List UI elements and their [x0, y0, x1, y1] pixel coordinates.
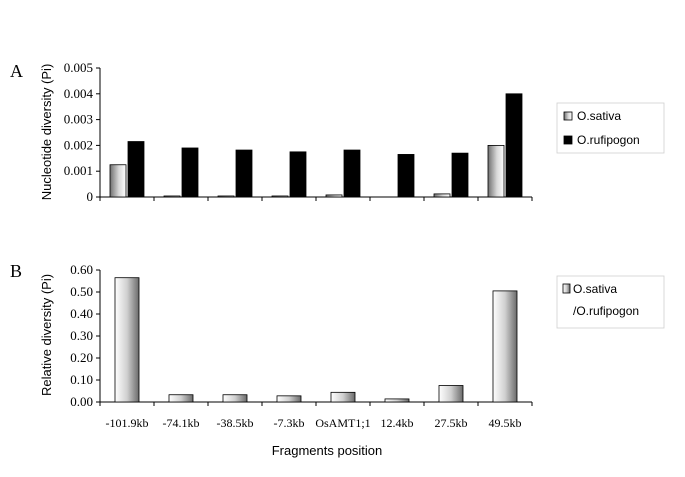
x-tick-label-27-5kb: 27.5kb [435, 416, 468, 430]
y-tick-label-b: 0.50 [70, 284, 93, 299]
x-tick-label-38-5kb: -38.5kb [217, 416, 254, 430]
bar-ratio-7-3kb [276, 395, 302, 403]
y-tick-label-a: 0.005 [64, 60, 93, 75]
x-tick-label-101-9kb: -101.9kb [106, 416, 149, 430]
bar-ratio-12-4kb [384, 398, 410, 403]
y-tick-label-b: 0.10 [70, 372, 93, 387]
bars-b [114, 277, 518, 403]
y-axis-label-b: Relative diversity (Pi) [39, 274, 54, 396]
y-tick-label-a: 0.001 [64, 163, 93, 178]
legend-swatch-o-rufipogon [563, 135, 573, 145]
legend-b: O.sativa /O.rufipogon [556, 275, 665, 329]
panel-b: B Relative diversity (Pi) 0.000.100.200.… [10, 261, 665, 458]
y-tick-label-a: 0.004 [64, 86, 94, 101]
bar-ratio-27-5kb [438, 385, 464, 403]
legend-swatch-o-sativa [563, 111, 573, 121]
y-axis-a: 0 0.001 0.002 0.003 0.004 0.005 [64, 60, 533, 204]
bar-o-rufipogon-27-5kb [451, 152, 469, 198]
legend-box-a [556, 102, 665, 154]
bar-o-sativa-101-9kb [109, 164, 127, 198]
bar-o-rufipogon-osamt1-1 [343, 149, 361, 198]
bar-o-rufipogon-49-5kb [505, 93, 523, 198]
bar-o-sativa-49-5kb [487, 144, 505, 198]
bar-o-rufipogon-38-5kb [235, 149, 253, 198]
y-tick-label-b: 0.20 [70, 350, 93, 365]
y-tick-label-a: 0.003 [64, 112, 93, 127]
x-tick-label-osamt1-1: OsAMT1;1 [315, 416, 370, 430]
bar-ratio-74-1kb [168, 394, 194, 403]
legend-label-ratio: O.sativa /O.rufipogon [573, 282, 639, 318]
panel-label-a: A [10, 61, 23, 81]
bar-ratio-osamt1-1 [330, 391, 356, 403]
bars-a [109, 93, 523, 198]
panel-label-b: B [10, 261, 22, 281]
bar-o-sativa-27-5kb [433, 193, 451, 198]
legend-label-o-rufipogon: O.rufipogon [577, 133, 640, 147]
bar-o-rufipogon-101-9kb [127, 141, 145, 198]
bar-o-sativa-38-5kb [217, 195, 235, 198]
bar-ratio-101-9kb [114, 277, 140, 403]
y-tick-label-b: 0.60 [70, 262, 93, 277]
legend-box-b [556, 275, 665, 329]
y-tick-label-b: 0.40 [70, 306, 93, 321]
y-axis-label-a: Nucleotide diversity (Pi) [39, 64, 54, 201]
legend-label-o-sativa: O.sativa [577, 109, 621, 123]
bar-o-rufipogon-7-3kb [289, 151, 307, 198]
bar-o-rufipogon-12-4kb [397, 154, 415, 198]
legend-swatch-ratio [562, 283, 571, 294]
bar-o-sativa-74-1kb [163, 195, 181, 198]
x-axis-label: Fragments position [272, 443, 383, 458]
x-tick-labels-b: -101.9kb -74.1kb -38.5kb -7.3kb OsAMT1;1 12.4… [106, 416, 522, 430]
bar-o-rufipogon-74-1kb [181, 147, 199, 198]
bar-o-sativa-osamt1-1 [325, 194, 343, 198]
bar-ratio-49-5kb [492, 290, 518, 403]
x-tick-label-49-5kb: 49.5kb [489, 416, 522, 430]
y-tick-label-b: 0.30 [70, 328, 93, 343]
y-tick-label-a: 0 [87, 189, 94, 204]
x-tick-label-74-1kb: -74.1kb [163, 416, 200, 430]
panel-a: A Nucleotide diversity (Pi) 00.0010.0020… [10, 60, 665, 204]
bar-o-sativa-7-3kb [271, 195, 289, 198]
x-tick-label-7-3kb: -7.3kb [274, 416, 305, 430]
y-axis-b: 0.00 0.10 0.20 0.30 0.40 0.50 0.60 [70, 262, 533, 409]
y-tick-label-a: 0.002 [64, 137, 93, 152]
bar-ratio-38-5kb [222, 394, 248, 403]
y-tick-label-b: 0.00 [70, 394, 93, 409]
legend-a: O.sativa O.rufipogon [556, 102, 665, 154]
x-tick-label-12-4kb: 12.4kb [381, 416, 414, 430]
